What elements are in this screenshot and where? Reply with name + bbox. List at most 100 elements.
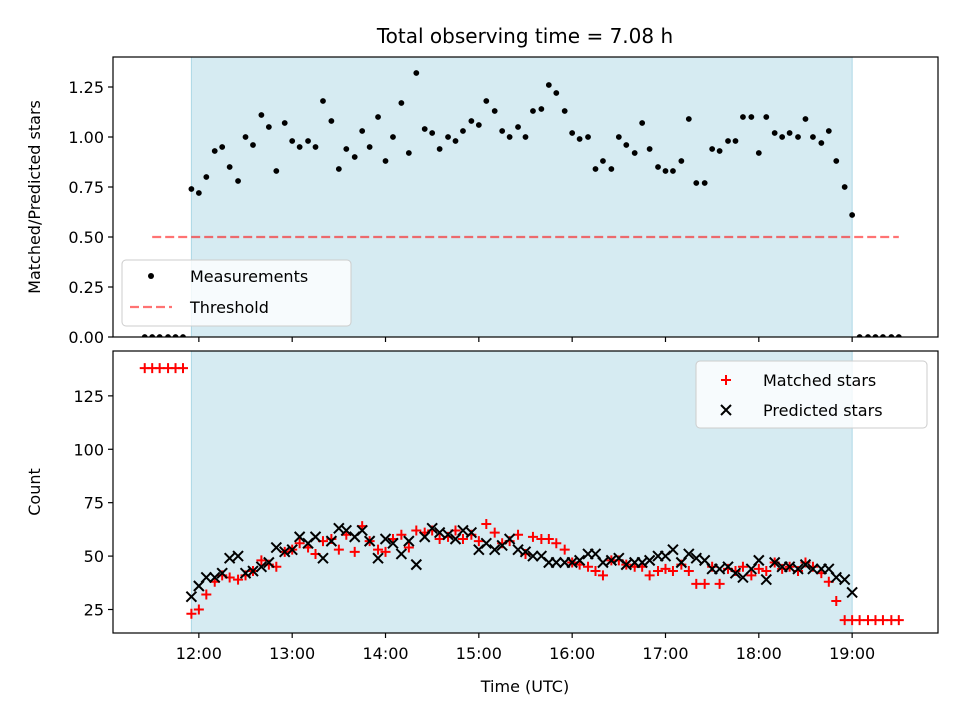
measurement-point [405,150,412,156]
predicted-star-point [395,548,408,560]
measurement-point [281,120,288,126]
matched-star-point [333,544,344,555]
matched-star-point [854,615,865,626]
measurement-point [818,140,825,146]
y-tick-label: 75 [84,494,104,513]
predicted-star-point [325,535,338,547]
predicted-star-point [783,561,796,573]
predicted-star-point [792,563,804,575]
measurement-point [375,114,381,120]
y-tick-label: 1.00 [68,128,104,147]
predicted-star-point [372,552,384,564]
measurement-point [172,334,179,337]
measurement-point [296,144,303,150]
measurement-point [149,334,156,337]
matched-star-point [746,570,757,581]
measurement-point [203,174,210,180]
matched-star-point [877,615,888,626]
measurement-point [888,334,895,337]
predicted-star-point [830,571,842,584]
matched-star-point [737,561,748,572]
predicted-star-point [713,563,726,575]
x-tick-label: 12:00 [176,644,222,663]
measurement-point [211,148,218,154]
legend-box [695,360,928,429]
measurement-point [258,112,265,118]
measurement-point [538,106,545,112]
measurement-point [320,98,326,104]
predicted-star-point [690,552,702,564]
predicted-star-point [465,526,478,539]
legend-label: Threshold [189,298,269,317]
measurement-point [561,108,568,114]
measurement-point [242,134,249,140]
measurement-point [366,144,373,150]
matched-star-point [481,519,492,530]
matched-star-point [256,555,267,566]
predicted-star-point [457,524,469,537]
measurement-point [685,116,692,122]
predicted-star-point [807,563,819,575]
matched-star-point [411,525,422,536]
matched-star-point [380,546,391,557]
matched-star-point [893,615,904,626]
predicted-star-point [255,561,268,573]
measurement-point [491,108,498,114]
x-tick-label: 13:00 [269,644,315,663]
measurement-point [452,138,459,144]
predicted-star-point [387,537,399,549]
measurement-point [460,128,466,134]
matched-star-point [667,566,678,577]
predicted-star-point [799,558,812,571]
predicted-star-point [426,522,438,535]
predicted-star-point [729,567,742,579]
matched-star-point [403,542,414,553]
y-tick-label: 0.50 [68,228,104,247]
predicted-star-point [573,554,586,567]
matched-star-point [349,546,360,557]
measurement-point [576,136,583,142]
legend-predicted-marker [720,404,732,416]
predicted-star-point [433,526,446,539]
matched-star-point [457,534,468,544]
measurement-point [872,334,879,337]
measurement-point [141,334,148,337]
predicted-star-point [363,535,376,547]
matched-star-point [831,595,842,606]
predicted-star-point [550,556,563,569]
y-tick-label: 25 [84,601,104,620]
measurement-point [219,144,226,150]
matched-star-point [753,563,764,574]
predicted-star-point [442,529,454,541]
legend-measurement-marker [148,273,154,279]
predicted-star-point [223,552,236,564]
predicted-star-point [247,565,259,577]
predicted-star-point [519,546,532,558]
x-tick-label: 16:00 [549,644,595,663]
matched-star-point [714,578,725,589]
matched-star-point [660,563,671,574]
predicted-star-point [317,552,329,564]
y-tick-label: 50 [84,547,104,566]
measurement-point [779,134,786,140]
predicted-star-point [356,524,368,537]
predicted-star-point [209,571,221,584]
measurement-point [390,134,396,140]
x-tick-label: 14:00 [362,644,408,663]
matched-star-point [294,538,305,549]
chart-title: Total observing time = 7.08 h [376,24,673,48]
x-tick-label: 18:00 [736,644,782,663]
bottom-panel: 25 50 75 100 125 12:00 13:00 14:00 15:00 16:00 17:… [25,350,939,663]
measurement-point [359,128,366,134]
measurement-point [468,118,475,124]
y-tick-label: 0.25 [68,278,104,297]
measurement-point [732,138,739,144]
measurement-point [825,128,832,134]
measurement-point [802,116,809,122]
measurement-point [335,166,342,172]
measurement-point [235,178,241,184]
predicted-star-point [403,535,415,547]
measurement-point [631,150,638,156]
measurement-point [678,158,685,164]
measurement-point [436,146,443,152]
